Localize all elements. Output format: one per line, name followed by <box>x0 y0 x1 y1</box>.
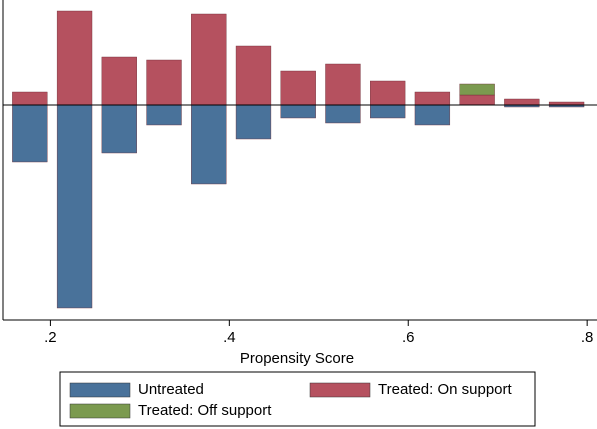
x-axis-label: Propensity Score <box>240 350 354 367</box>
bar <box>325 104 361 124</box>
bar <box>101 104 137 154</box>
bar <box>12 91 48 106</box>
bar <box>56 10 93 106</box>
bar <box>191 13 227 106</box>
legend-label: Treated: Off support <box>138 402 272 419</box>
bar <box>459 83 495 96</box>
bar <box>56 104 93 309</box>
x-tick-label: .8 <box>581 329 594 346</box>
bar <box>459 94 495 106</box>
bar <box>146 59 182 106</box>
bar <box>235 45 272 106</box>
legend-label: Untreated <box>138 381 204 398</box>
bar <box>414 91 451 106</box>
bar <box>191 104 227 185</box>
legend-swatch <box>69 382 131 398</box>
x-tick-label: .4 <box>223 329 236 346</box>
bar <box>12 104 48 163</box>
legend-swatch <box>309 382 371 398</box>
bar <box>146 104 182 126</box>
bar <box>101 56 137 106</box>
bar <box>370 104 406 119</box>
bar <box>235 104 272 140</box>
legend-swatch <box>69 403 131 419</box>
x-tick-label: .6 <box>402 329 415 346</box>
bar <box>280 70 316 106</box>
bar <box>414 104 451 126</box>
x-tick-label: .2 <box>44 329 57 346</box>
bar <box>325 63 361 106</box>
bar <box>504 98 540 106</box>
bar <box>280 104 316 119</box>
bar <box>370 80 406 106</box>
legend-label: Treated: On support <box>378 381 513 398</box>
legend-box <box>59 371 536 427</box>
